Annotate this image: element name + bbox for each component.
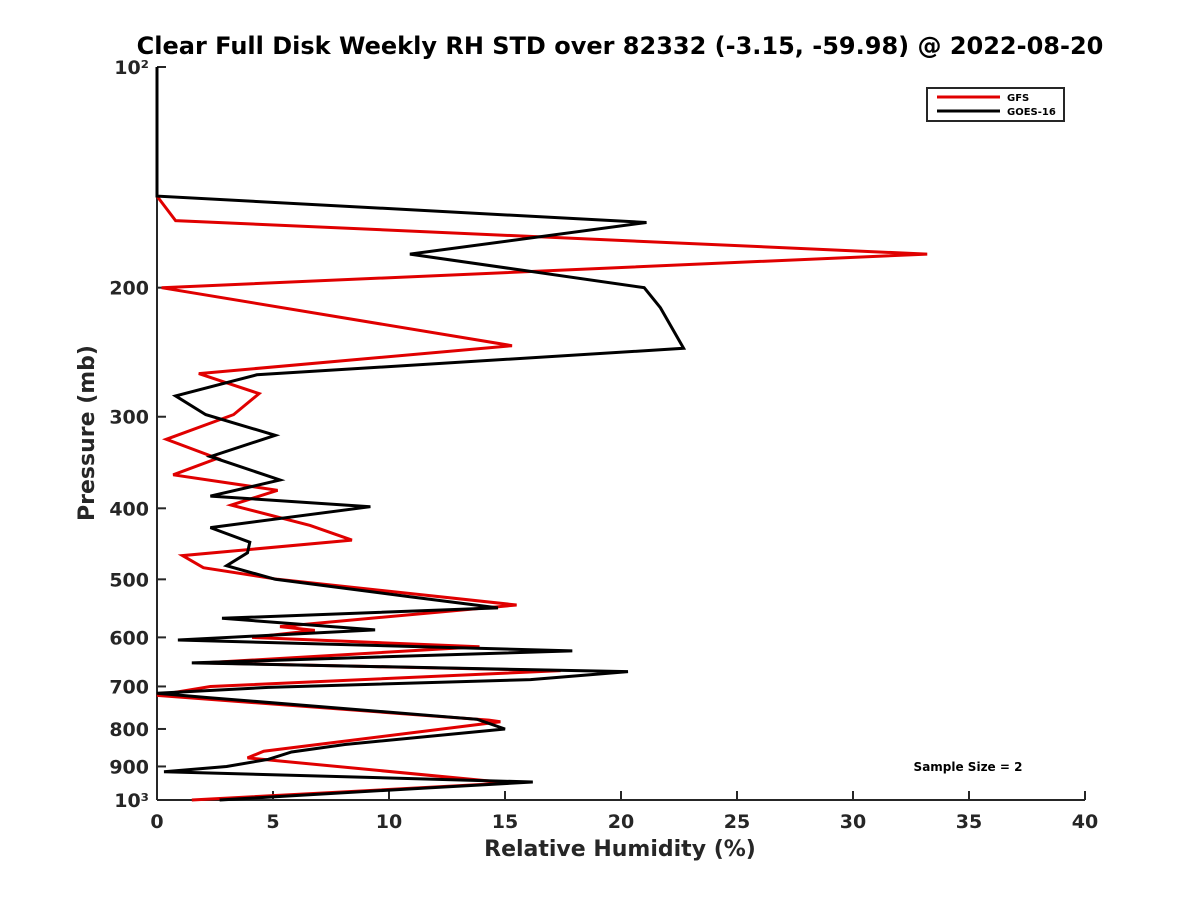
x-tick-label: 40 xyxy=(1072,811,1098,833)
y-tick-label: 10³ xyxy=(114,790,149,812)
y-tick-label: 400 xyxy=(109,498,149,520)
x-tick-label: 35 xyxy=(956,811,982,833)
y-tick-label: 900 xyxy=(109,756,149,778)
series-line-goes-16 xyxy=(155,67,687,802)
y-axis-label: Pressure (mb) xyxy=(75,345,100,521)
x-tick-label: 0 xyxy=(150,811,163,833)
y-tick-label: 10² xyxy=(114,57,149,79)
y-tick-label: 300 xyxy=(109,407,149,429)
legend: GFS GOES-16 xyxy=(926,87,1065,122)
y-tick-label: 500 xyxy=(109,569,149,591)
x-tick-label: 15 xyxy=(492,811,518,833)
y-tick-label: 800 xyxy=(109,719,149,741)
legend-label: GOES-16 xyxy=(1007,107,1056,118)
x-tick-label: 5 xyxy=(266,811,279,833)
y-tick-label: 600 xyxy=(109,627,149,649)
x-tick-label: 10 xyxy=(376,811,402,833)
plot-area: 0 5 10 15 20 25 30 35 40 10² 200 300 400 500 600 700 800… xyxy=(109,57,1098,833)
chart-title: Clear Full Disk Weekly RH STD over 82332… xyxy=(137,32,1104,60)
legend-box xyxy=(926,87,1065,122)
x-tick-label: 25 xyxy=(724,811,750,833)
y-tick-label: 700 xyxy=(109,676,149,698)
x-tick-label: 20 xyxy=(608,811,634,833)
x-tick-label: 30 xyxy=(840,811,866,833)
x-axis-label: Relative Humidity (%) xyxy=(484,837,756,862)
legend-label: GFS xyxy=(1007,93,1029,104)
sample-size-annotation: Sample Size = 2 xyxy=(914,760,1023,774)
y-tick-label: 200 xyxy=(109,278,149,300)
